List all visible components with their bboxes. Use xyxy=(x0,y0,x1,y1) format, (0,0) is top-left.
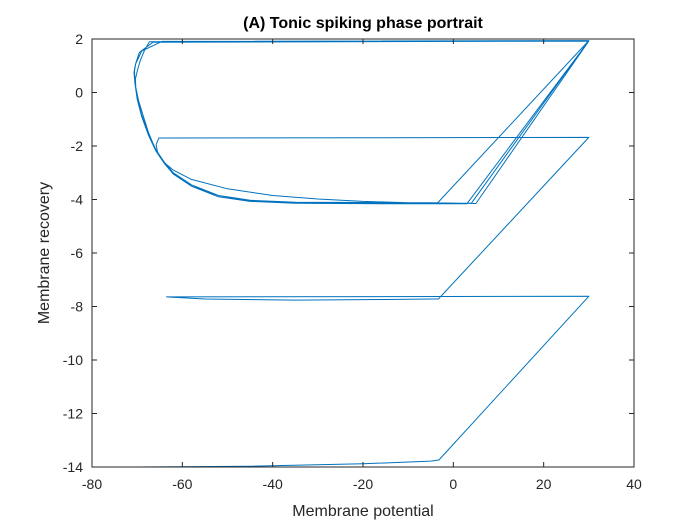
series-line-1 xyxy=(133,40,590,468)
series-layer xyxy=(133,40,590,468)
y-tick-label: 0 xyxy=(75,85,83,101)
x-tick-label: 40 xyxy=(626,476,642,492)
x-tick-label: 20 xyxy=(536,476,552,492)
plot-area-background xyxy=(92,39,634,467)
y-tick-label: -2 xyxy=(71,138,84,154)
x-axis-label: Membrane potential xyxy=(292,503,433,520)
y-tick-label: -10 xyxy=(63,352,83,368)
y-tick-label: -12 xyxy=(63,406,83,422)
chart-title: (A) Tonic spiking phase portrait xyxy=(243,15,483,32)
y-axis-ticks: -14 -12 -10 -8 -6 -4 -2 0 2 xyxy=(63,31,634,475)
x-tick-label: -80 xyxy=(82,476,102,492)
x-tick-label: 0 xyxy=(449,476,457,492)
x-tick-label: -60 xyxy=(172,476,192,492)
y-tick-label: 2 xyxy=(75,31,83,47)
x-axis-ticks: -80 -60 -40 -20 0 20 40 xyxy=(82,39,642,492)
y-tick-label: -14 xyxy=(63,459,83,475)
y-tick-label: -6 xyxy=(71,245,84,261)
y-tick-label: -4 xyxy=(71,192,84,208)
y-tick-label: -8 xyxy=(71,299,84,315)
x-tick-label: -20 xyxy=(353,476,373,492)
y-axis-label: Membrane recovery xyxy=(36,182,53,324)
x-tick-label: -40 xyxy=(263,476,283,492)
